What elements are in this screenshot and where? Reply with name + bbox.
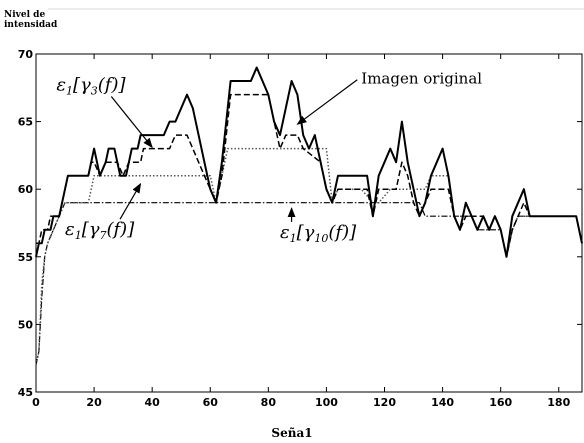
series-line-solid: [35, 66, 583, 258]
top-strip: [0, 0, 584, 14]
y-tick-label: 65: [18, 116, 33, 129]
x-tick-label: 40: [145, 396, 161, 409]
annotation-arrow: [119, 182, 142, 220]
x-axis-label: Seña1: [271, 426, 313, 440]
y-tick-label: 45: [18, 386, 33, 399]
annotation-1: ε1[γ3(f)]: [56, 75, 153, 149]
y-tick-label: 70: [18, 48, 34, 61]
x-tick-label: 60: [203, 396, 219, 409]
annotation-formula-part: [γ: [73, 75, 91, 96]
x-tick-label: 100: [315, 396, 338, 409]
annotation-formula-part: ε: [65, 219, 75, 240]
annotation-arrow: [110, 96, 153, 149]
annotation-formula-part: 7: [99, 229, 106, 242]
x-tick-label: 180: [547, 396, 570, 409]
x-tick-label: 160: [489, 396, 512, 409]
plot-area: 45 50 55 60 65 70 0 20 40 60 80 100 120 140 160 180 Imag…: [18, 48, 583, 409]
annotation-formula-part: ε: [280, 222, 290, 243]
x-tick-label: 20: [86, 396, 102, 409]
x-tick-label: 80: [261, 396, 277, 409]
y-axis-label-text: Nivel de intensidad: [4, 10, 58, 30]
annotation-formula-part: 10: [314, 232, 328, 245]
y-tick-label: 55: [18, 251, 33, 264]
annotation-formula-part: (f)]: [106, 219, 135, 240]
plot-frame: [35, 53, 583, 393]
annotation-formula: ε1[γ3(f)]: [56, 75, 126, 98]
annotation-3: ε1[γ10(f)]: [280, 207, 357, 245]
series-line-dotted: [35, 147, 583, 366]
x-tick-label: 140: [431, 396, 454, 409]
annotation-0: Imagen original: [296, 70, 482, 125]
annotation-label: Imagen original: [361, 70, 482, 88]
annotation-formula-part: 1: [290, 232, 297, 245]
annotation-formula-part: 3: [91, 85, 98, 98]
annotation-formula-part: ε: [56, 75, 66, 96]
y-axis-label: Nivel de intensidad: [4, 10, 64, 30]
annotation-formula-part: [γ: [297, 222, 315, 243]
annotation-formula-part: (f)]: [98, 75, 127, 96]
annotation-formula: ε1[γ7(f)]: [65, 219, 135, 242]
annotation-formula: ε1[γ10(f)]: [280, 222, 357, 245]
annotation-formula-part: 1: [75, 229, 82, 242]
annotation-formula-part: (f)]: [328, 222, 357, 243]
annotation-2: ε1[γ7(f)]: [65, 182, 142, 242]
y-tick-label: 50: [18, 318, 34, 331]
y-tick-label: 60: [18, 183, 34, 196]
x-tick-label: 0: [32, 396, 40, 409]
x-tick-label: 120: [373, 396, 396, 409]
annotation-formula-part: [γ: [82, 219, 100, 240]
annotation-formula-part: 1: [66, 85, 73, 98]
annotation-arrow: [296, 79, 358, 125]
